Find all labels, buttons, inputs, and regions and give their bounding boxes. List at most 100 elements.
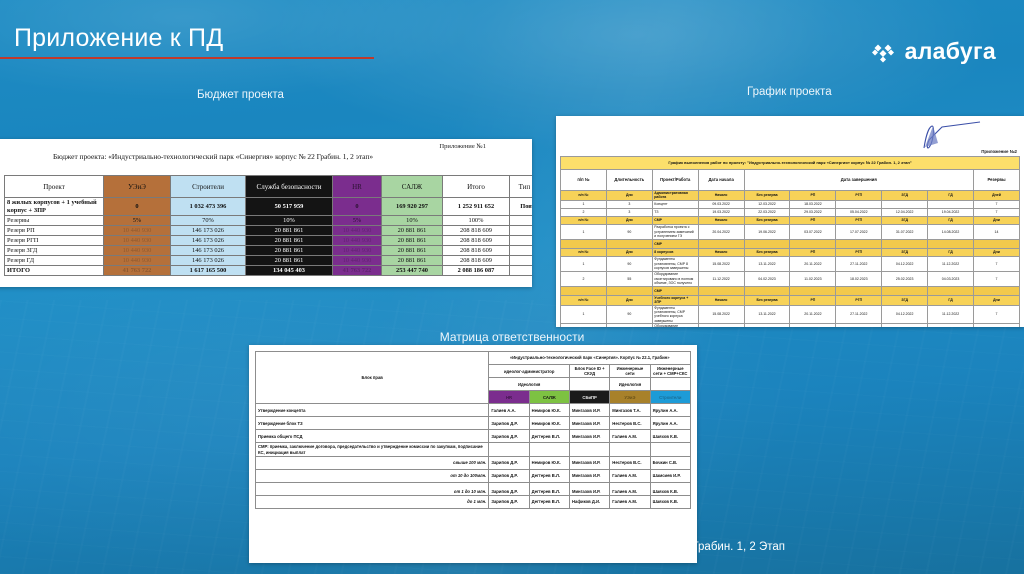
budget-cell: 20 881 861 xyxy=(245,255,333,266)
schedule-sub-days-res: Дни xyxy=(973,215,1020,225)
schedule-cell-rp: 20.11.2022 xyxy=(789,255,837,272)
schedule-cell-reserve: 7 xyxy=(973,304,1020,325)
schedule-cell-start: 12.12.2022 xyxy=(697,323,745,327)
schedule-cell-rgp: 18.02.2023 xyxy=(835,270,883,287)
budget-table-title: Бюджет проекта: «Индустриально-технологи… xyxy=(53,152,374,161)
schedule-sub-rgp: РГП xyxy=(835,190,883,201)
schedule-sub-zgd: ЗГД xyxy=(881,294,929,306)
brand-logo: алабуга xyxy=(870,38,996,65)
schedule-group-name: Административная работа xyxy=(651,190,699,201)
schedule-sub-num: п/п № xyxy=(560,190,607,201)
budget-cell: 169 920 297 xyxy=(381,197,443,216)
schedule-cell-num: 1 xyxy=(560,199,607,209)
schedule-cell-num: 2 xyxy=(560,270,607,287)
matrix-dept-uee: УЭиЭ xyxy=(609,390,651,405)
matrix-row-label: Утверждение концепта xyxy=(254,403,490,418)
budget-cell xyxy=(509,245,532,256)
schedule-cell-rgp: 27.11.2022 xyxy=(835,255,883,272)
schedule-cell-zgd: 12.04.2022 xyxy=(881,207,929,217)
matrix-dept-sbpr: СБиПР xyxy=(568,390,611,405)
schedule-sub-noreserve: Без резерва xyxy=(743,190,791,201)
schedule-sub-days-res: Дни xyxy=(973,294,1020,306)
schedule-sub-rp: РП xyxy=(789,190,837,201)
budget-cell: 10 440 930 xyxy=(332,225,382,236)
schedule-sub-num: п/п № xyxy=(560,247,607,257)
table-row: ИТОГО 41 763 722 1 617 165 500 134 045 4… xyxy=(4,265,532,276)
brand-logo-text: алабуга xyxy=(904,38,996,64)
matrix-cell xyxy=(609,442,651,457)
schedule-table: График выполнения работ по проекту: "Инд… xyxy=(560,156,1020,327)
schedule-document[interactable]: Приложение №2 График выполнения работ по… xyxy=(556,116,1024,327)
matrix-cell: Мингазов И.Р. xyxy=(568,403,611,418)
table-row: Резервы 5% 70% 10% 5% 10% 100% xyxy=(4,215,532,226)
schedule-cell-start: 19.03.2022 xyxy=(697,207,745,217)
schedule-cell-zgd: 25.02.2023 xyxy=(881,270,929,287)
matrix-cell: Галиев А.М. xyxy=(609,468,651,483)
table-row: свыше 100 млн. Зарипов Д.Р. Немиров Ю.К.… xyxy=(254,455,692,470)
schedule-sub-start: Начало xyxy=(697,294,745,306)
schedule-banner-row: График выполнения работ по проекту: "Инд… xyxy=(560,156,1020,170)
budget-cell: 2 088 186 087 xyxy=(442,265,510,276)
schedule-cell-work: Фундаменты установлены, СМР 8 корпусов з… xyxy=(651,255,699,272)
schedule-sub-gd: ГД xyxy=(927,247,975,257)
label-budget: Бюджет проекта xyxy=(197,89,284,101)
matrix-cell: Немиров Ю.К. xyxy=(528,455,570,470)
schedule-sub-days: Дни xyxy=(605,190,653,201)
budget-appendix-label: Приложение №1 xyxy=(439,143,486,150)
schedule-col-duration: Длительность xyxy=(605,169,653,191)
matrix-group-engineering-smr: Инженерные сети + СМР+СКС xyxy=(649,363,692,379)
matrix-dept-hr: HR xyxy=(488,390,530,405)
matrix-cell: Зарипов Д.Р. xyxy=(488,429,530,444)
matrix-ideology-right: Идеология xyxy=(609,377,651,392)
budget-row-label: Резерв РП xyxy=(4,225,104,236)
matrix-group-ideolog-admin: идеолог-администратор xyxy=(488,363,570,379)
matrix-cell: Мингазов И.Р. xyxy=(568,416,611,431)
schedule-sub-days: Дни xyxy=(605,247,653,257)
budget-cell: 20 881 861 xyxy=(381,245,443,256)
budget-cell: 41 763 722 xyxy=(103,265,171,276)
schedule-cell-num: 2 xyxy=(560,323,607,327)
schedule-cell-reserve: 7 xyxy=(973,323,1020,327)
matrix-group-engineering: Инженерные сети xyxy=(609,363,651,379)
budget-col-hr: HR xyxy=(332,175,382,198)
budget-cell xyxy=(509,215,532,226)
budget-row-label: 8 жилых корпусов + 1 учебный корпус + ЗП… xyxy=(4,197,104,216)
budget-cell: 50 517 959 xyxy=(245,197,333,216)
matrix-cell: Шаяхов К.В. xyxy=(649,429,692,444)
matrix-document[interactable]: Блок прав «Индустриально-технологический… xyxy=(249,345,697,563)
budget-cell: 253 447 740 xyxy=(381,265,443,276)
table-row: 2 3 ТЗ 19.03.2022 22.03.2022 29.03.2022 … xyxy=(560,207,1020,217)
budget-cell: 5% xyxy=(332,215,382,226)
schedule-col-start: Дата начала xyxy=(697,169,745,191)
schedule-sub-noreserve: Без резерва xyxy=(743,215,791,225)
diamond-chevron-icon xyxy=(870,39,896,65)
budget-cell: 10 440 930 xyxy=(103,225,171,236)
matrix-cell: Шаяхов К.В. xyxy=(649,481,692,496)
matrix-cell: Шаяхов К.В. xyxy=(649,494,692,509)
matrix-cell: Ярулин А.А. xyxy=(649,403,692,418)
schedule-cell-rp: 03.07.2022 xyxy=(789,223,837,240)
matrix-ideology-row: Идеология Идеология xyxy=(256,377,692,392)
matrix-cell: Мингазов И.Р. xyxy=(568,468,611,483)
budget-col-project: Проект xyxy=(4,175,104,198)
title-underline-rule xyxy=(0,57,374,59)
matrix-cell: Бочкин С.В. xyxy=(649,455,692,470)
matrix-ideology-blank1 xyxy=(568,377,611,392)
schedule-cell-work: Фундаменты установлены, СМР учебного кор… xyxy=(651,304,699,325)
schedule-cell-rp: 29.03.2022 xyxy=(789,207,837,217)
schedule-cell-num: 1 xyxy=(560,255,607,272)
schedule-cell-zgd: 02.04.2023 xyxy=(881,323,929,327)
budget-table: Проект УЭиЭ Строители Служба безопасност… xyxy=(4,175,532,276)
schedule-cell-noreserve: 19.06.2022 xyxy=(743,223,791,240)
table-header-row: п/п № Длительность Проект/Работа Дата на… xyxy=(560,169,1020,191)
budget-document[interactable]: Приложение №1 Бюджет проекта: «Индустриа… xyxy=(0,139,532,287)
matrix-ideology-blank2 xyxy=(649,377,692,392)
schedule-sub-rp: РП xyxy=(789,247,837,257)
table-row: 1 3 Концепт 09.03.2022 12.03.2022 18.03.… xyxy=(560,199,1020,209)
schedule-sub-rgp: РГП xyxy=(835,294,883,306)
budget-cell: 5% xyxy=(103,215,171,226)
matrix-cell: Зарипов Д.Р. xyxy=(488,468,530,483)
matrix-cell: Галиев А.М. xyxy=(609,481,651,496)
schedule-group-header: п/п № Дни СМР Начало Без резерва РП РГП … xyxy=(560,215,1020,225)
schedule-cell-rp: 20.11.2022 xyxy=(789,304,837,325)
